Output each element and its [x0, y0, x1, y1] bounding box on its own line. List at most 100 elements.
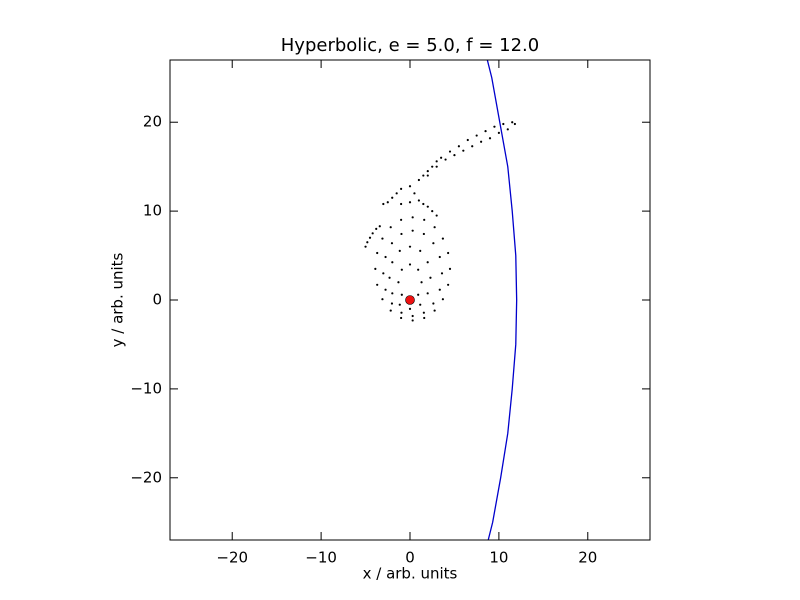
particle [376, 283, 379, 286]
particle [488, 137, 492, 140]
y-axis-label: y / arb. units [109, 252, 127, 347]
particle [422, 174, 425, 177]
particle [408, 185, 412, 188]
x-tick-label: 20 [578, 549, 597, 567]
particle [484, 130, 487, 133]
y-tick-label: 0 [152, 291, 162, 309]
particle [441, 298, 444, 301]
particle [400, 268, 403, 271]
particle [426, 205, 429, 208]
particle [374, 267, 377, 270]
particle [422, 311, 425, 314]
particle [433, 309, 436, 312]
particle [368, 236, 372, 239]
particle [423, 316, 426, 320]
particle [400, 187, 403, 190]
particle [376, 251, 379, 255]
particle [384, 255, 387, 259]
particle [378, 225, 381, 228]
particle [411, 314, 414, 318]
chart-title: Hyperbolic, e = 5.0, f = 12.0 [281, 35, 539, 56]
particle [400, 316, 403, 320]
particle [389, 226, 392, 229]
particle [457, 145, 460, 148]
particle [382, 202, 385, 206]
particle [475, 134, 478, 137]
particle [448, 267, 452, 270]
particle [422, 232, 425, 236]
x-tick-label: −20 [216, 549, 248, 567]
particle [381, 298, 384, 301]
particle [417, 199, 420, 202]
y-tick-label: −20 [130, 468, 162, 486]
particle [411, 216, 414, 219]
particle [506, 128, 509, 131]
particle [423, 218, 426, 221]
particle [382, 272, 385, 275]
particle [388, 276, 391, 279]
particle [411, 319, 414, 322]
particle [426, 292, 429, 295]
particle [391, 292, 394, 295]
particle [431, 210, 434, 213]
x-axis-label: x / arb. units [363, 565, 458, 583]
particle [444, 158, 447, 161]
trajectory-line [486, 60, 518, 540]
particle [502, 122, 505, 126]
particle [453, 154, 456, 157]
particle [390, 302, 394, 305]
particle [448, 150, 452, 153]
particle [435, 165, 438, 168]
particle [413, 192, 416, 195]
particle [400, 293, 403, 296]
particle [493, 125, 496, 128]
particle [447, 283, 450, 286]
particle [440, 156, 443, 159]
particle [435, 214, 438, 217]
particle [395, 192, 398, 195]
particle [417, 178, 420, 182]
particle [438, 288, 441, 291]
particle [397, 281, 400, 284]
particle [390, 242, 394, 245]
x-tick-label: 10 [489, 549, 508, 567]
particle [400, 232, 403, 236]
particle [513, 122, 516, 126]
particle [480, 140, 483, 143]
particle [511, 121, 514, 124]
particle [408, 263, 412, 266]
particle [431, 165, 434, 168]
particle [497, 131, 500, 134]
particle [400, 218, 403, 221]
particle [432, 242, 435, 245]
particle [419, 249, 422, 252]
particle [398, 249, 401, 252]
particle [411, 229, 414, 232]
particle [426, 170, 429, 173]
y-tick-label: −10 [130, 379, 162, 397]
particle [417, 268, 420, 271]
particle [386, 201, 389, 204]
particle [389, 309, 392, 312]
particle [400, 202, 403, 206]
particle [466, 138, 469, 142]
particle [426, 261, 429, 264]
particle [447, 251, 450, 255]
particle [422, 202, 425, 206]
particle [366, 241, 369, 244]
particle [441, 237, 444, 240]
particle [398, 303, 401, 306]
particle [417, 293, 420, 296]
particle [432, 302, 435, 305]
particle [420, 281, 423, 284]
particle [471, 145, 474, 148]
y-tick-label: 20 [143, 113, 162, 131]
particle [381, 237, 384, 240]
particle [440, 272, 444, 275]
particle [429, 276, 432, 279]
particle [391, 261, 394, 264]
particle [462, 149, 465, 152]
